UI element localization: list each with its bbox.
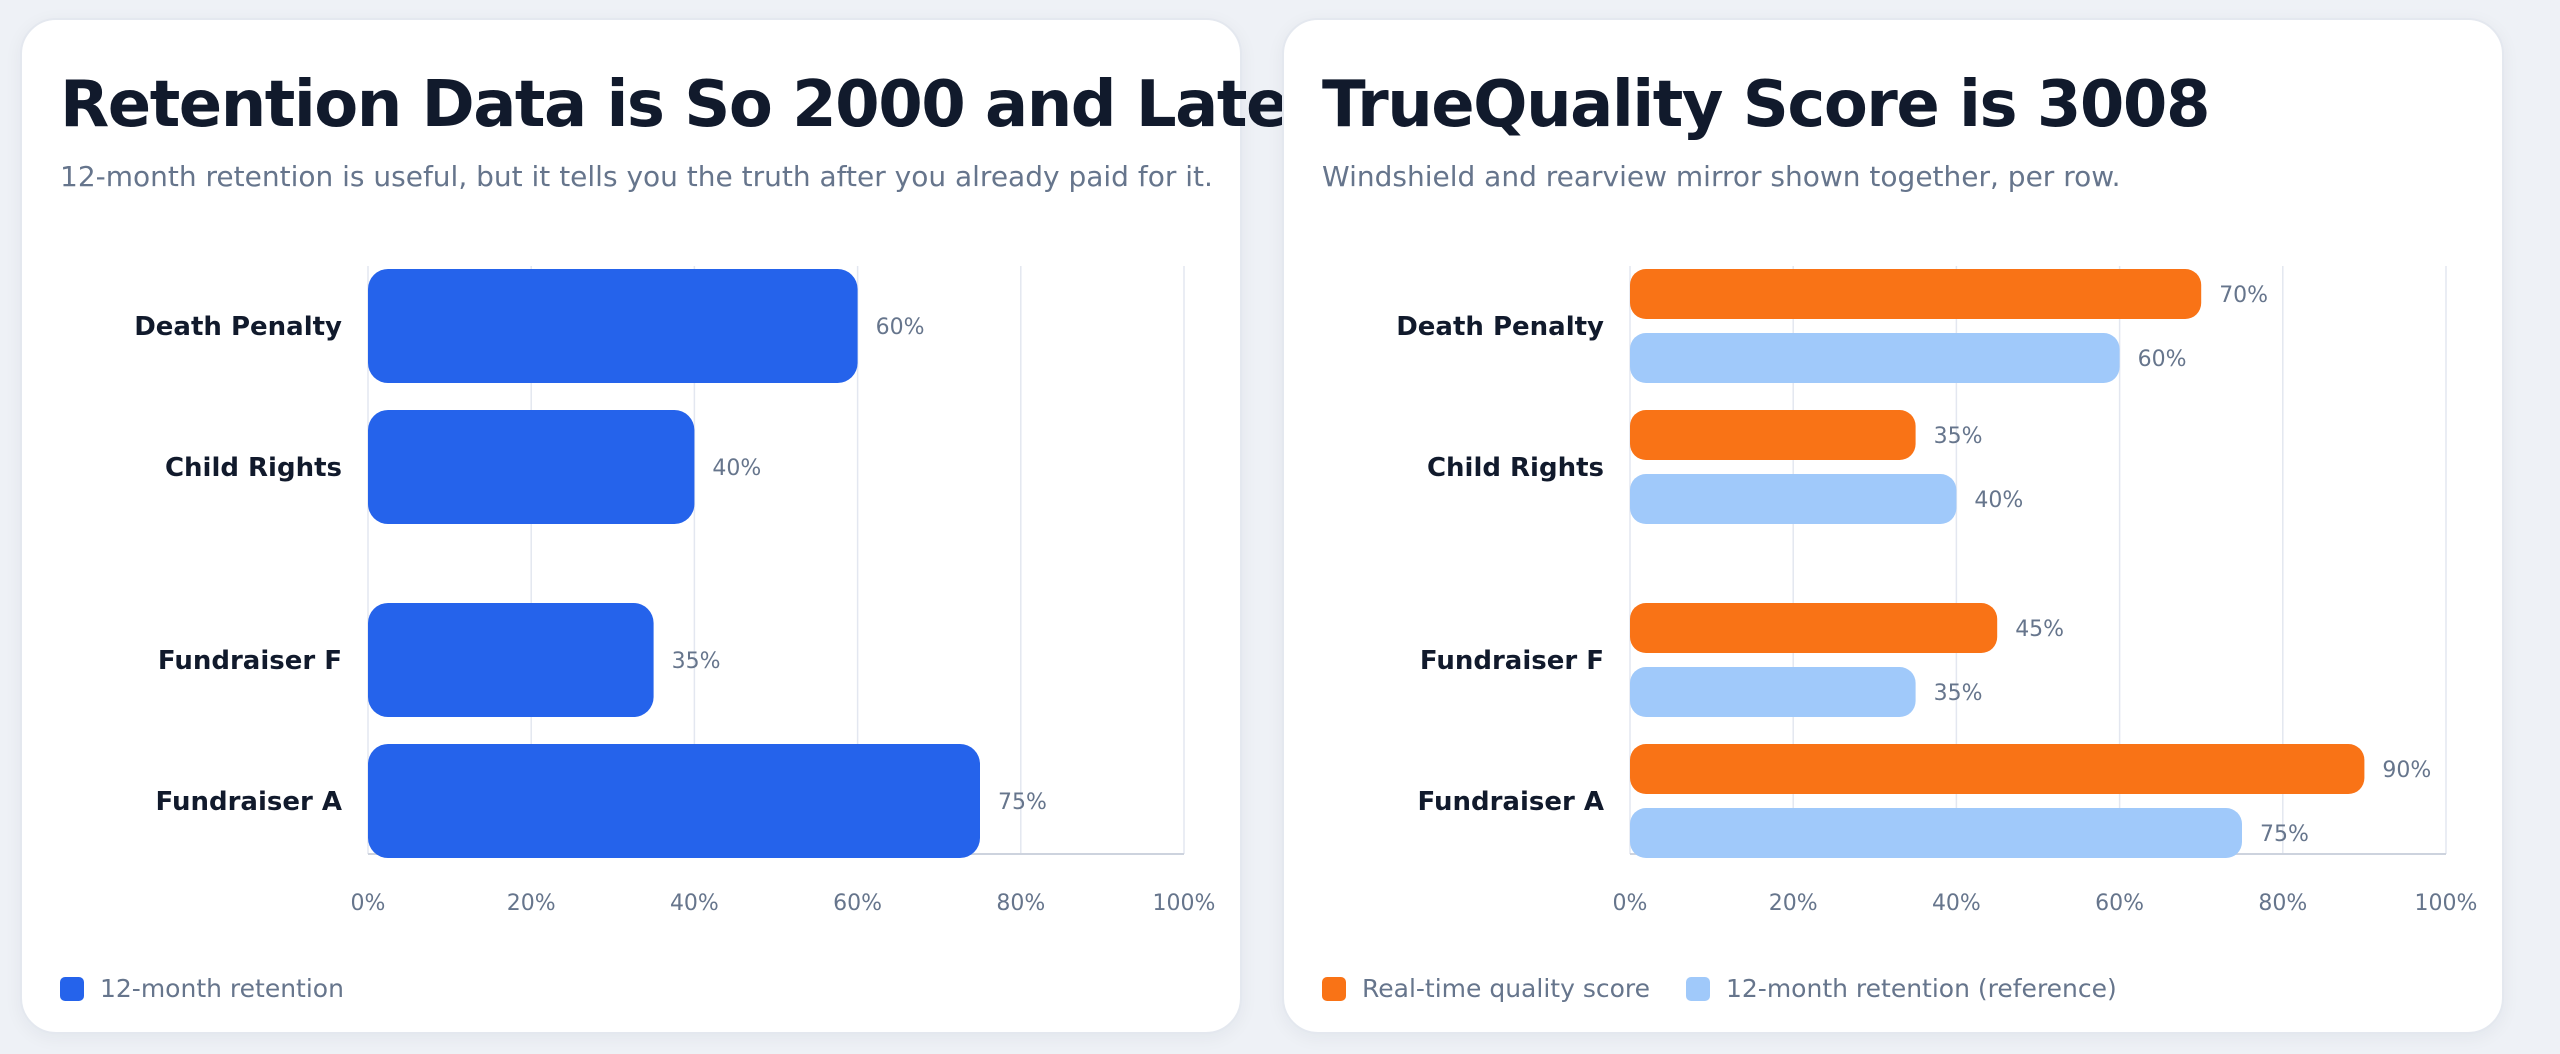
data-label: 45%: [2015, 617, 2064, 642]
bar-fundraiser-f-12-month-retention[interactable]: [368, 603, 654, 717]
category-label: Death Penalty: [134, 312, 342, 342]
data-label: 70%: [2219, 283, 2268, 308]
data-label: 40%: [712, 456, 761, 481]
bar-child-rights-12-month-retention-reference[interactable]: [1630, 474, 1957, 524]
data-label: 40%: [1974, 488, 2023, 513]
category-label: Child Rights: [165, 453, 342, 483]
data-label: 35%: [1934, 681, 1983, 706]
bar-fundraiser-f-12-month-retention-reference[interactable]: [1630, 667, 1916, 717]
data-label: 60%: [876, 315, 925, 340]
x-tick-label: 40%: [1932, 891, 1981, 916]
legend-item-retention-reference[interactable]: 12-month retention (reference): [1686, 974, 2117, 1003]
x-tick-label: 0%: [1613, 891, 1648, 916]
bar-fundraiser-a-real-time-quality-score[interactable]: [1630, 744, 2365, 794]
bar-death-penalty-12-month-retention-reference[interactable]: [1630, 333, 2120, 383]
chart-title: TrueQuality Score is 3008: [1322, 68, 2210, 142]
x-tick-label: 80%: [996, 891, 1045, 916]
legend-item-quality-score[interactable]: Real-time quality score: [1322, 974, 1650, 1003]
quality-score-chart-card: TrueQuality Score is 3008 Windshield and…: [1282, 18, 2504, 1034]
category-label: Fundraiser F: [1420, 646, 1604, 676]
chart-legend: 12-month retention: [60, 974, 344, 1003]
x-tick-label: 0%: [351, 891, 386, 916]
x-tick-label: 20%: [507, 891, 556, 916]
x-tick-label: 80%: [2258, 891, 2307, 916]
category-label: Fundraiser F: [158, 646, 342, 676]
retention-bar-chart: 0% 20% 40% 60% 80% 100% Death Penalty Child Rig…: [134, 266, 1216, 916]
data-label: 35%: [672, 649, 721, 674]
bar-fundraiser-a-12-month-retention[interactable]: [368, 744, 980, 858]
data-label: 75%: [998, 790, 1047, 815]
legend-label: 12-month retention (reference): [1726, 974, 2117, 1003]
x-tick-label: 100%: [2415, 891, 2478, 916]
retention-chart-card: Retention Data is So 2000 and Late 12-mo…: [20, 18, 1289, 1034]
data-label: 75%: [2260, 822, 2309, 847]
category-label: Fundraiser A: [156, 787, 342, 817]
data-label: 90%: [2382, 758, 2431, 783]
legend-label: 12-month retention: [100, 974, 344, 1003]
category-label: Death Penalty: [1396, 312, 1604, 342]
legend-swatch: [60, 976, 84, 1001]
legend-swatch: [1686, 976, 1710, 1001]
chart-legend: Real-time quality score 12-month retenti…: [1322, 974, 2117, 1003]
x-tick-label: 60%: [833, 891, 882, 916]
bar-child-rights-real-time-quality-score[interactable]: [1630, 410, 1916, 460]
x-tick-label: 60%: [2095, 891, 2144, 916]
category-label: Fundraiser A: [1418, 787, 1604, 817]
legend-label: Real-time quality score: [1362, 974, 1650, 1003]
x-tick-label: 100%: [1153, 891, 1216, 916]
bar-child-rights-12-month-retention[interactable]: [368, 410, 695, 524]
legend-item-retention[interactable]: 12-month retention: [60, 974, 344, 1003]
bar-death-penalty-12-month-retention[interactable]: [368, 269, 858, 383]
bar-death-penalty-real-time-quality-score[interactable]: [1630, 269, 2202, 319]
bar-fundraiser-f-real-time-quality-score[interactable]: [1630, 603, 1998, 653]
legend-swatch: [1322, 976, 1346, 1001]
data-label: 60%: [2138, 347, 2187, 372]
category-label: Child Rights: [1427, 453, 1604, 483]
chart-title: Retention Data is So 2000 and Late: [60, 68, 1289, 142]
chart-subtitle: 12-month retention is useful, but it tel…: [60, 160, 1213, 193]
chart-subtitle: Windshield and rearview mirror shown tog…: [1322, 160, 2121, 193]
x-tick-label: 20%: [1769, 891, 1818, 916]
bar-fundraiser-a-12-month-retention-reference[interactable]: [1630, 808, 2242, 858]
data-label: 35%: [1934, 424, 1983, 449]
x-tick-label: 40%: [670, 891, 719, 916]
quality-score-bar-chart: 0% 20% 40% 60% 80% 100% Death Penalty Child Rig…: [1396, 266, 2478, 916]
